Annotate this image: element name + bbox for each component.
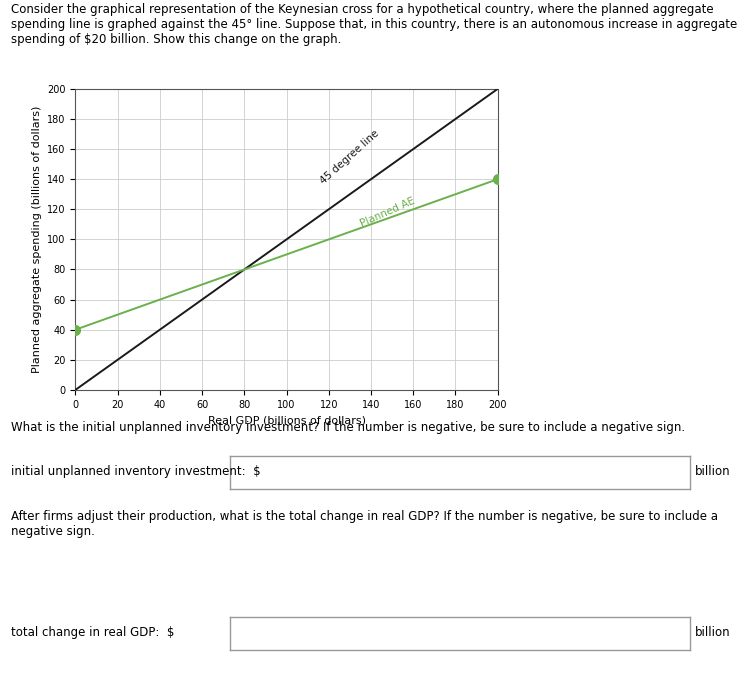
Text: After firms adjust their production, what is the total change in real GDP? If th: After firms adjust their production, wha… (11, 510, 719, 538)
Text: billion: billion (695, 626, 731, 640)
Text: billion: billion (695, 465, 731, 479)
Text: 45 degree line: 45 degree line (318, 128, 382, 185)
Text: total change in real GDP:  $: total change in real GDP: $ (11, 626, 175, 640)
Text: Consider the graphical representation of the Keynesian cross for a hypothetical : Consider the graphical representation of… (11, 3, 737, 47)
X-axis label: Real GDP (billions of dollars): Real GDP (billions of dollars) (207, 415, 366, 425)
Text: initial unplanned inventory investment:  $: initial unplanned inventory investment: … (11, 465, 261, 479)
Text: Planned AE: Planned AE (359, 196, 417, 229)
Y-axis label: Planned aggregate spending (billions of dollars): Planned aggregate spending (billions of … (32, 106, 41, 373)
Text: What is the initial unplanned inventory investment? If the number is negative, b: What is the initial unplanned inventory … (11, 421, 685, 434)
